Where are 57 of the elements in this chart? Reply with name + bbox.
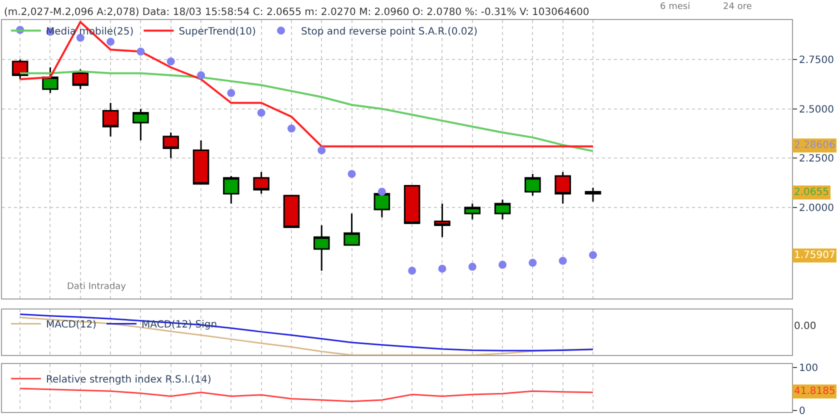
candlestick: [192, 140, 210, 185]
point: [136, 48, 145, 56]
legend-label: Stop and reverse point S.A.R.(0.02): [300, 26, 478, 38]
legend-label: Relative strength index R.S.I.(14): [46, 374, 212, 386]
text: 24 ore: [723, 2, 752, 12]
candlestick: [42, 66, 58, 94]
y-tick-label: 2.2500: [799, 154, 834, 165]
text: 0.00: [794, 321, 816, 332]
chart-title: (m.2,027-M.2,096 A:2,078) Data: 18/03 15:58:54 C: 2.0655 m: 2.0270 M: 2.0960 O: 2.0780 %: -0.31% V: 103064600: [4, 7, 590, 18]
point: [378, 188, 386, 196]
point: [106, 38, 115, 46]
candlestick: [344, 212, 360, 246]
y-tick-label: 100: [799, 363, 818, 374]
text: 2.0655: [794, 187, 829, 198]
point: [166, 57, 175, 66]
y-tick-label: 2.7500: [799, 54, 834, 66]
candlestick: [404, 185, 420, 224]
point: [498, 260, 507, 269]
point: [588, 251, 597, 260]
text: 41.8185: [794, 386, 836, 397]
point: [468, 262, 476, 271]
legend-label: SuperTrend(10): [178, 26, 256, 38]
point: [558, 256, 567, 265]
line-series: [19, 388, 594, 402]
point: [408, 266, 416, 275]
candlestick: [524, 173, 541, 196]
candlestick: [554, 171, 571, 204]
point: [348, 170, 356, 178]
candlestick: [162, 132, 179, 159]
candlestick: [132, 108, 149, 142]
point: [197, 71, 206, 80]
candlestick: [223, 175, 240, 204]
candlestick: [313, 224, 330, 272]
text: 2.28606: [794, 140, 836, 151]
text: 6 mesi: [660, 2, 690, 12]
candlestick: [102, 102, 119, 138]
y-tick-label: 0: [799, 406, 806, 417]
legend-label: MACD(12): [46, 320, 97, 331]
candlestick: [464, 202, 481, 220]
y-tick-label: 2.0000: [799, 203, 834, 214]
text: 1.75907: [794, 250, 836, 261]
candlestick: [72, 68, 89, 90]
annotation: Dati Intraday: [67, 282, 127, 292]
point: [528, 258, 537, 267]
point: [257, 108, 266, 117]
candlestick: [12, 58, 28, 80]
point: [318, 146, 326, 154]
candlestick: [434, 202, 450, 238]
line-series: [19, 70, 594, 152]
point: [438, 264, 446, 273]
candlestick: [253, 171, 270, 194]
point: [287, 124, 296, 133]
y-tick-label: 2.5000: [799, 104, 834, 116]
candlestick: [283, 194, 300, 228]
candlestick: [494, 198, 511, 220]
point: [227, 89, 236, 98]
candlestick: [584, 187, 602, 202]
